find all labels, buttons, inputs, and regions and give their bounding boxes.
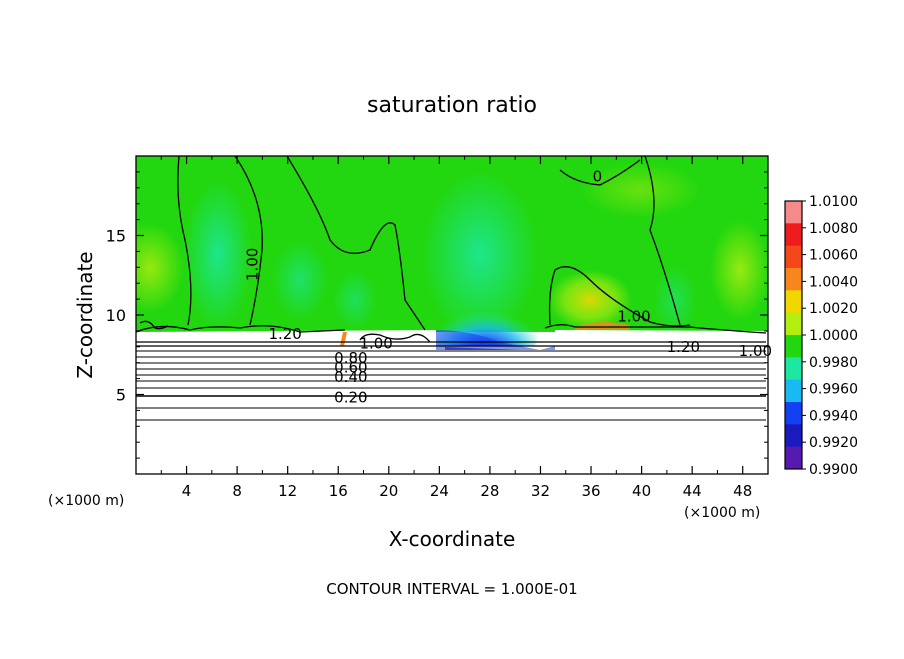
contour-cloud-top	[139, 320, 169, 330]
colorbar-swatch	[785, 312, 802, 336]
field-blob	[580, 162, 700, 218]
x-tick-label: 28	[480, 482, 499, 500]
cloud-gap-white	[436, 350, 556, 474]
y-tick-label: 5	[116, 386, 126, 405]
field-blob	[184, 180, 252, 330]
colorbar-swatch	[785, 379, 802, 403]
colorbar-swatch	[785, 268, 802, 291]
y-tick-label: 15	[106, 227, 126, 246]
colorbar-label: 0.9900	[809, 462, 858, 478]
contour-label: 1.00	[617, 308, 650, 326]
colorbar-label: 1.0040	[809, 274, 858, 290]
colorbar-swatch	[785, 335, 802, 358]
colorbar-swatch	[785, 357, 802, 381]
cloud-gap-dark	[445, 347, 520, 350]
colorbar-label: 1.0000	[809, 328, 858, 344]
contour-1-00	[177, 156, 192, 326]
y-tick-label: 10	[106, 306, 126, 325]
x-tick-label: 16	[329, 482, 348, 500]
field-blob	[136, 223, 184, 313]
x-tick-label: 48	[733, 482, 752, 500]
contour-interval-footer: CONTOUR INTERVAL = 1.000E-01	[326, 580, 577, 598]
field-blob	[333, 270, 377, 330]
x-tick-label: 12	[278, 482, 297, 500]
contour-0	[559, 159, 641, 186]
colorbar-swatch	[785, 245, 802, 269]
cloud-region-right	[555, 330, 766, 350]
contour-label: 0	[593, 168, 603, 186]
colorbar-swatch	[785, 290, 802, 314]
contour-1-00	[359, 333, 431, 343]
field-blob	[653, 265, 697, 335]
contour-label: 1.00	[359, 335, 392, 353]
x-unit-right: (×1000 m)	[684, 505, 760, 521]
colorbar-swatch	[785, 424, 802, 448]
colorbar-label: 1.0020	[809, 301, 858, 317]
contour-label: 0.80	[334, 349, 367, 367]
x-unit-left: (×1000 m)	[48, 493, 124, 509]
colorbar: 1.0100 1.0080 1.0060 1.0040 1.0020 1.0000 0.99…	[784, 194, 858, 478]
contour-label: 0.20	[334, 389, 367, 407]
y-axis-label: Z-coordinate	[73, 251, 97, 378]
field-blob	[272, 240, 328, 320]
x-tick-label: 20	[379, 482, 398, 500]
x-tick-label: 36	[581, 482, 600, 500]
contour-bands	[136, 341, 766, 421]
x-tick-label: 4	[182, 482, 192, 500]
x-tick-label: 8	[232, 482, 242, 500]
y-axis: 5 10 15	[106, 171, 768, 459]
cloud-gap-blue	[436, 330, 555, 350]
colorbar-swatch	[785, 223, 802, 247]
contour-label: 1.00	[243, 248, 261, 281]
contour-1-00	[234, 156, 263, 326]
field-blob	[548, 270, 632, 330]
contour-lines	[136, 156, 767, 343]
colorbar-label: 0.9920	[809, 435, 858, 451]
x-tick-label: 40	[632, 482, 651, 500]
contour-label: 1.00	[739, 342, 772, 360]
colorbar-label: 1.0060	[809, 248, 858, 264]
colorbar-label: 1.0080	[809, 221, 858, 237]
x-tick-label: 32	[531, 482, 550, 500]
x-tick-label: 44	[683, 482, 702, 500]
field-blob	[710, 220, 768, 320]
colorbar-label: 1.0100	[809, 194, 858, 210]
heatmap-field	[136, 156, 768, 474]
contour-cloud-top	[136, 325, 346, 333]
contour-1-00	[644, 156, 681, 326]
colorbar-swatch	[785, 402, 802, 425]
field-orange-edge	[575, 321, 630, 330]
field-blob	[422, 170, 538, 340]
colorbar-label: 0.9940	[809, 408, 858, 424]
contour-labels: 1.00 1.00 1.00 1.00 0 1.20 1.20 0.800.600.40 0.2…	[243, 168, 772, 407]
x-tick-label: 24	[430, 482, 449, 500]
chart-title: saturation ratio	[367, 93, 537, 118]
x-axis-label: X-coordinate	[389, 527, 516, 551]
contour-label: 0.60	[334, 358, 367, 376]
contour-1-00	[548, 266, 691, 327]
colorbar-label: 0.9980	[809, 355, 858, 371]
contour-label: 0.40	[334, 368, 367, 386]
colorbar-swatch	[785, 201, 802, 224]
contour-label: 1.20	[667, 338, 700, 356]
contour-1-00	[286, 156, 426, 331]
contour-cloud-top	[544, 324, 767, 334]
contour-label: 1.20	[268, 325, 301, 343]
colorbar-label: 0.9960	[809, 382, 858, 398]
colorbar-swatch	[785, 446, 802, 470]
x-axis: 4 8 12 16 20 24 28 32 36 40 44 48	[160, 156, 752, 500]
